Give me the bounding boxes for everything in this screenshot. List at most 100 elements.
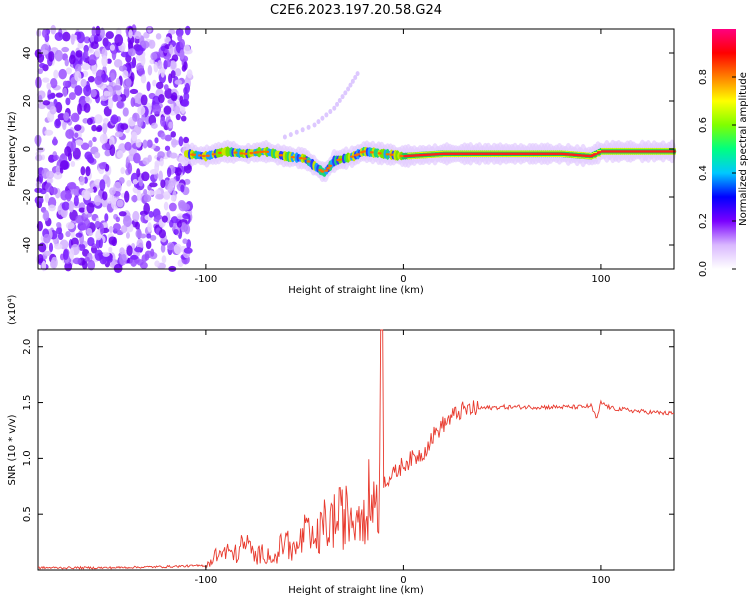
colorbar-tick-label: 0.2 <box>698 213 709 229</box>
signal-core <box>320 170 325 173</box>
noise-blob <box>86 202 95 214</box>
signal-edge <box>640 153 645 155</box>
noise-blob <box>84 95 90 103</box>
signal-edge <box>510 150 515 152</box>
signal-core <box>355 153 360 156</box>
noise-blob <box>53 171 63 180</box>
signal-edge <box>636 148 641 150</box>
signal-edge <box>423 157 428 159</box>
spectrogram-panel: -100 0 100 -40 -20 0 20 40 Height of straight l… <box>7 24 677 296</box>
noise-blob <box>44 193 50 203</box>
secondary-trace-blob <box>332 105 337 111</box>
noise-blob <box>78 207 86 213</box>
noise-blob <box>174 68 182 77</box>
secondary-trace-blob <box>282 134 287 140</box>
signal-edge <box>533 156 538 157</box>
noise-blob <box>135 229 142 239</box>
signal-edge <box>545 150 550 152</box>
noise-blob <box>103 117 109 124</box>
noise-blob <box>38 62 46 69</box>
noise-blob <box>87 236 95 247</box>
noise-blob <box>146 233 152 239</box>
noise-blob <box>61 46 70 53</box>
noise-blob <box>137 105 146 116</box>
noise-blob <box>74 139 84 146</box>
signal-edge <box>561 156 566 157</box>
noise-blob <box>49 105 57 115</box>
noise-blob <box>87 259 96 271</box>
y-tick-label: -20 <box>22 189 33 205</box>
noise-blob <box>147 222 152 233</box>
snr-content <box>37 329 675 570</box>
noise-blob <box>50 24 57 35</box>
signal-edge <box>506 150 511 152</box>
noise-blob <box>118 177 125 185</box>
signal-edge <box>577 157 582 159</box>
noise-blob <box>147 65 153 76</box>
noise-blob <box>170 60 177 70</box>
noise-blob <box>120 225 128 234</box>
spectrogram-x-axis-label: Height of straight line (km) <box>288 285 424 296</box>
noise-blob <box>177 34 183 42</box>
noise-blob <box>42 100 51 106</box>
secondary-trace-blob <box>306 124 311 130</box>
noise-blob <box>84 256 90 262</box>
noise-blob <box>116 100 124 109</box>
noise-blob <box>47 93 56 100</box>
noise-blob <box>157 59 163 70</box>
secondary-trace-blob <box>353 74 358 80</box>
x-tick-label: 0 <box>400 575 406 586</box>
noise-blob <box>115 216 121 223</box>
noise-blob <box>64 146 72 157</box>
noise-blob <box>169 152 178 159</box>
colorbar-tick-label: 0.4 <box>698 165 709 181</box>
y-tick-label: 0.5 <box>22 506 33 522</box>
signal-core <box>399 154 404 158</box>
noise-blob <box>96 125 103 132</box>
y-tick-label: 1.0 <box>22 450 33 466</box>
noise-blob <box>72 257 82 265</box>
noise-blob <box>74 85 83 96</box>
noise-blob <box>164 134 172 142</box>
signal-edge <box>664 153 669 155</box>
noise-blob <box>134 31 142 40</box>
signal-edge <box>604 148 609 150</box>
snr-ticks: -100 0 100 0.5 1.0 1.5 2.0 <box>22 330 674 586</box>
noise-blob <box>141 40 150 49</box>
noise-blob <box>53 154 59 161</box>
noise-blob <box>95 238 101 249</box>
noise-blob <box>134 246 143 253</box>
noise-blob <box>107 97 114 110</box>
noise-blob <box>101 55 108 67</box>
snr-x-axis-label: Height of straight line (km) <box>288 585 424 596</box>
noise-blob <box>45 182 53 193</box>
signal-edge <box>498 156 503 157</box>
noise-blob <box>161 215 168 223</box>
signal-core <box>298 156 303 160</box>
noise-blob <box>110 72 115 82</box>
noise-blob <box>119 94 127 102</box>
noise-blob <box>74 132 79 138</box>
noise-blob <box>175 28 184 37</box>
secondary-trace-blob <box>288 132 293 138</box>
noise-blob <box>50 77 58 89</box>
signal-core <box>385 153 390 156</box>
noise-blob <box>166 58 171 68</box>
noise-blob <box>157 151 165 159</box>
signal-edge <box>648 153 653 155</box>
noise-blob <box>181 203 191 211</box>
signal-edge <box>450 156 455 157</box>
noise-blob <box>180 222 187 233</box>
noise-blob <box>35 29 42 37</box>
noise-blob <box>130 97 136 108</box>
signal-edge <box>502 150 507 152</box>
snr-y-axis-label: SNR (10 * v/v) <box>7 414 18 485</box>
signal-core <box>278 154 283 157</box>
noise-blob <box>122 107 129 117</box>
signal-edge <box>427 151 432 153</box>
signal-core <box>389 153 394 156</box>
noise-blob <box>183 247 193 254</box>
signal-core <box>350 155 355 158</box>
signal-edge <box>616 153 621 155</box>
noise-blob <box>158 170 163 182</box>
